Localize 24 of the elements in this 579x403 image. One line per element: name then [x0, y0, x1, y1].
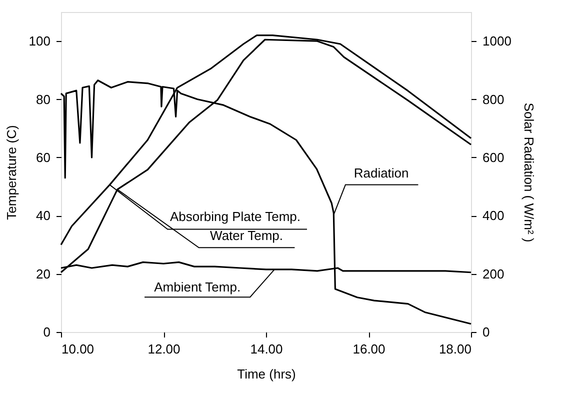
y2-tick-label: 0 [482, 324, 490, 340]
y2-tick-label: 600 [482, 150, 504, 165]
x-tick-label: 14.00 [250, 342, 283, 356]
y-tick-label: 0 [43, 324, 50, 340]
x-axis-title: Time (hrs) [237, 366, 296, 382]
annotation: Absorbing Plate Temp. [170, 209, 301, 224]
y-tick-label: 80 [36, 92, 50, 107]
y2-tick-label: 1000 [482, 34, 512, 49]
y-tick-label: 60 [36, 150, 50, 165]
y-tick-label: 20 [36, 266, 50, 282]
y2-tick-label: 400 [482, 208, 504, 224]
annotation: Radiation [354, 165, 409, 180]
annotation: Ambient Temp. [154, 279, 241, 294]
x-tick-label: 18.00 [438, 342, 472, 356]
y2-axis-title: Solar Radiation ( W/m² ) [521, 102, 536, 242]
x-tick-label: 10.00 [62, 342, 94, 356]
y-tick-label: 100 [28, 34, 50, 49]
x-tick-label: 12.00 [148, 342, 180, 356]
annotation: Water Temp. [210, 228, 284, 243]
y-tick-label: 40 [36, 208, 50, 224]
y2-tick-label: 800 [482, 92, 504, 107]
y-axis-title: Temperature (C) [4, 125, 19, 220]
y2-tick-label: 200 [482, 266, 504, 282]
x-tick-label: 16.00 [352, 342, 386, 356]
